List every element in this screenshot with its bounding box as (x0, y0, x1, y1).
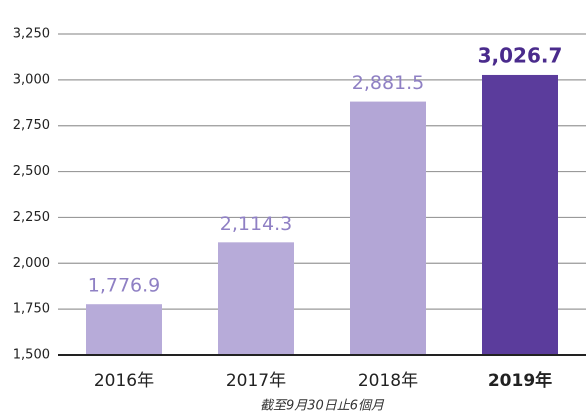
y-tick-label: 1,750 (13, 302, 50, 317)
y-tick-label: 3,250 (13, 27, 50, 42)
bar (218, 242, 294, 355)
bar (482, 74, 558, 356)
bar (86, 304, 162, 355)
y-tick-label: 2,250 (13, 210, 50, 225)
value-label: 2,114.3 (220, 213, 293, 235)
footnote: 截至9月30日止6個月 (260, 399, 385, 414)
y-tick-label: 3,000 (13, 72, 50, 87)
value-label: 3,026.7 (478, 43, 563, 67)
x-tick-label: 2016年 (94, 371, 154, 391)
y-tick-label: 2,750 (13, 118, 50, 133)
value-label: 1,776.9 (88, 275, 161, 297)
x-tick-label: 2017年 (226, 371, 286, 391)
x-tick-label: 2018年 (358, 371, 418, 391)
bar (350, 101, 426, 355)
y-tick-label: 1,500 (13, 348, 50, 363)
value-label: 2,881.5 (352, 72, 425, 94)
x-tick-label: 2019年 (488, 370, 552, 391)
y-tick-label: 2,000 (13, 256, 50, 271)
y-tick-label: 2,500 (13, 164, 50, 179)
